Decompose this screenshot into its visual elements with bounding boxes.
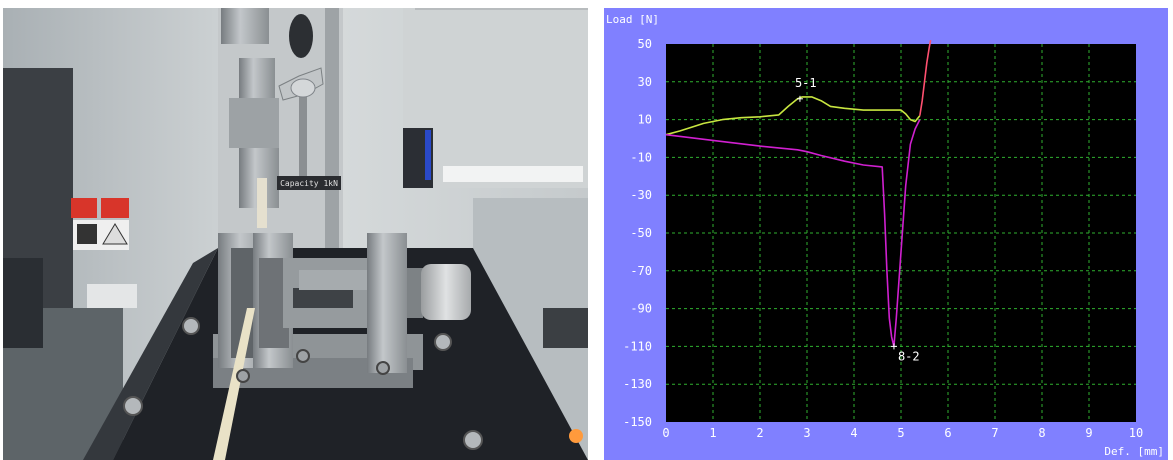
y-tick-label: 50: [638, 37, 652, 51]
annotation-label: 8-2: [898, 349, 920, 363]
x-tick-label: 6: [944, 426, 951, 440]
x-tick-label: 1: [709, 426, 716, 440]
series-line-2: [665, 119, 921, 348]
x-tick-label: 5: [897, 426, 904, 440]
x-tick-label: 2: [756, 426, 763, 440]
test-machine-illustration: Capacity 1kN: [3, 8, 588, 460]
y-axis-title: Load [N]: [606, 13, 659, 26]
series-line-3: [919, 40, 932, 116]
capacity-label: Capacity 1kN: [280, 179, 338, 188]
series-line-1: [665, 96, 921, 136]
x-axis-title: Def. [mm]: [1104, 445, 1164, 458]
y-tick-label: -150: [623, 415, 652, 429]
x-tick-label: 3: [803, 426, 810, 440]
x-tick-label: 10: [1129, 426, 1143, 440]
y-tick-label: 10: [638, 113, 652, 127]
y-tick-label: -10: [630, 150, 652, 164]
y-tick-label: -90: [630, 302, 652, 316]
tensile-test-photo: Capacity 1kN: [3, 8, 588, 460]
y-tick-label: -30: [630, 188, 652, 202]
x-tick-label: 8: [1038, 426, 1045, 440]
x-tick-label: 7: [991, 426, 998, 440]
y-tick-label: -130: [623, 377, 652, 391]
y-tick-label: -70: [630, 264, 652, 278]
y-tick-label: -110: [623, 339, 652, 353]
x-tick-label: 9: [1085, 426, 1092, 440]
y-tick-label: 30: [638, 75, 652, 89]
y-tick-label: -50: [630, 226, 652, 240]
load-deflection-chart-panel: 0 1 2 3 4 5 6 7 8 9 10 50 30 10 -10 -30 -50 -70 -90 -110 -1…: [604, 8, 1168, 460]
x-tick-label: 0: [662, 426, 669, 440]
load-deflection-chart: 0 1 2 3 4 5 6 7 8 9 10 50 30 10 -10 -30 -50 -70 -90 -110 -1…: [604, 8, 1168, 460]
x-tick-label: 4: [850, 426, 857, 440]
annotation-label: 5-1: [795, 76, 817, 90]
